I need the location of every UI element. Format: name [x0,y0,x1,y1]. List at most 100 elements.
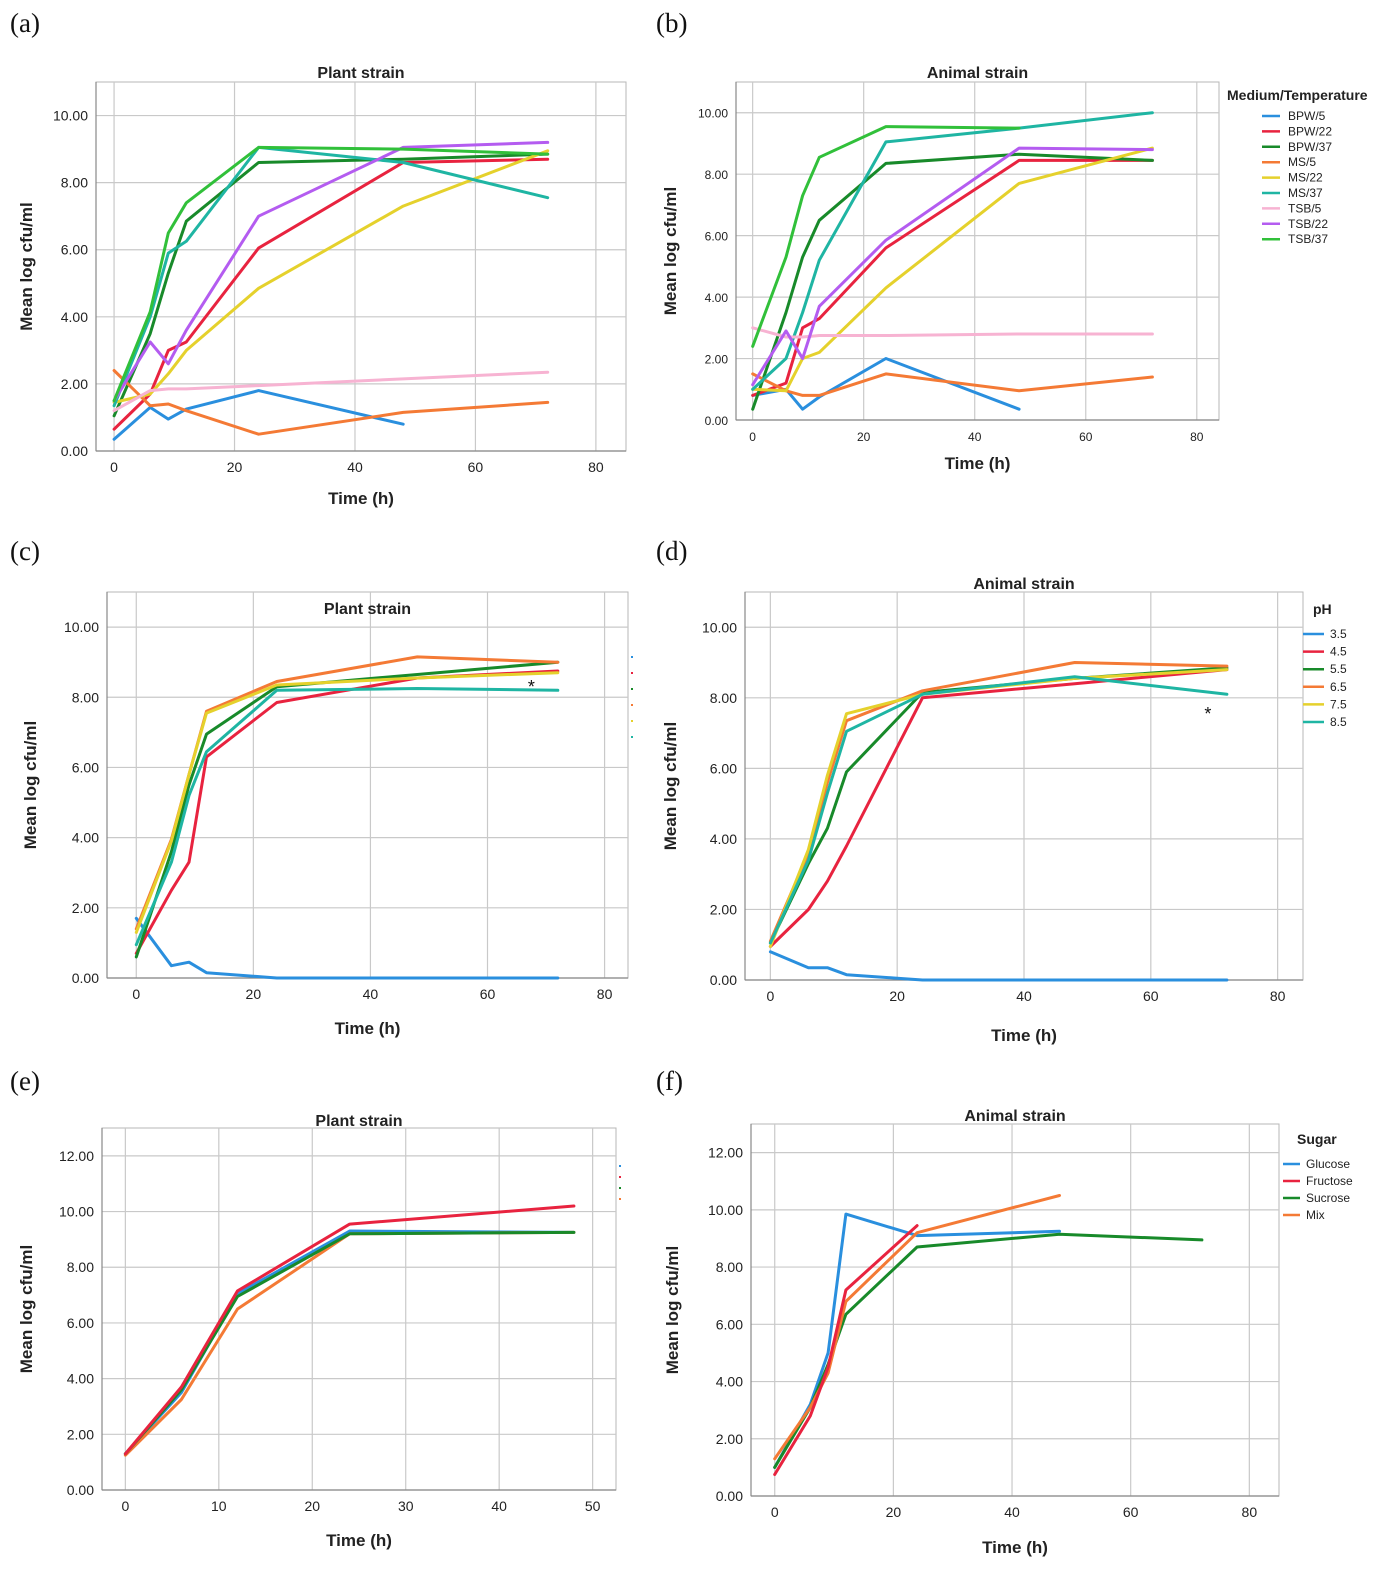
x-tick-label: 60 [480,986,496,1002]
legend-swatch-clipped [631,656,633,658]
y-tick-label: 8.00 [716,1259,743,1275]
x-tick-label: 40 [968,430,982,444]
x-tick-label: 40 [363,986,379,1002]
y-axis-label: Mean log cfu/ml [661,722,680,850]
panel-label-a: (a) [10,8,40,38]
legend-entry: MS/5 [1288,155,1316,169]
y-tick-label: 6.00 [61,242,88,258]
legend-entry: MS/22 [1288,171,1323,185]
y-tick-label: 2.00 [710,901,737,917]
y-tick-label: 6.00 [705,230,729,244]
y-axis-label: Mean log cfu/ml [17,202,36,330]
legend-swatch-clipped [619,1187,621,1189]
x-tick-label: 80 [597,986,613,1002]
legend-entry: 3.5 [1330,627,1347,641]
y-axis-label: Mean log cfu/ml [663,1246,682,1374]
series-line-ms-22 [751,146,1154,393]
legend-swatch-clipped [619,1198,621,1200]
y-tick-label: 10.00 [708,1202,743,1218]
legend-swatch-clipped [619,1176,621,1178]
series-line-7-5 [134,671,560,934]
series-line-tsb-22 [112,140,550,403]
y-tick-label: 12.00 [59,1148,94,1164]
legend-entry: BPW/22 [1288,124,1332,138]
y-tick-label: 8.00 [710,690,737,706]
panel-label-e: (e) [10,1066,40,1096]
y-axis-label: Mean log cfu/ml [17,1245,36,1373]
series-line-tsb-5 [751,326,1154,339]
x-tick-label: 0 [121,1498,129,1514]
chart-a: 0 20 40 60 80 0.00 2.00 4.00 6.00 8.00 10.00 Plant … [17,65,627,508]
legend-swatch-clipped [631,672,633,674]
y-tick-label: 2.00 [705,353,729,367]
legend-entry: 8.5 [1330,715,1347,729]
panel-label-b: (b) [656,8,688,38]
panel-label-f: (f) [656,1066,683,1096]
y-tick-label: 8.00 [72,689,99,705]
chart-e: 0 10 20 30 40 50 0.00 2.00 4.00 6.00 8.00 10.00 12.0… [17,1113,621,1550]
series-line-tsb-5 [112,370,550,413]
x-tick-label: 80 [1190,430,1204,444]
series-line-3-5 [134,916,560,980]
series-line-tsb-37 [751,125,1021,348]
y-tick-label: 0.00 [67,1482,94,1498]
series-line-fructose [123,1204,576,1456]
y-tick-label: 8.00 [61,175,88,191]
legend: Sugar Glucose Fructose Sucrose Mix [1283,1131,1353,1222]
y-tick-label: 0.00 [710,972,737,988]
series-line-tsb-22 [751,146,1154,387]
y-tick-label: 4.00 [67,1371,94,1387]
y-tick-label: 10.00 [64,619,99,635]
x-axis-label: Time (h) [335,1019,401,1038]
series-line-tsb-37 [112,145,550,403]
legend-entry: Glucose [1306,1157,1350,1171]
x-tick-label: 20 [889,988,905,1004]
y-tick-label: 12.00 [708,1145,743,1161]
y-tick-label: 2.00 [72,900,99,916]
series-line-bpw-22 [751,158,1154,397]
legend-entry: 7.5 [1330,697,1347,711]
series-line-mix [773,1194,1061,1461]
y-tick-label: 2.00 [716,1431,743,1447]
y-tick-label: 6.00 [67,1315,94,1331]
y-tick-label: 8.00 [705,168,729,182]
chart-c: 0 20 40 60 80 0.00 2.00 4.00 6.00 8.00 10.00 Plant … [21,591,633,1038]
legend-entry: Sucrose [1306,1191,1350,1205]
legend-entry: MS/37 [1288,186,1323,200]
x-axis-label: Time (h) [982,1538,1048,1557]
x-tick-label: 80 [1270,988,1286,1004]
y-tick-label: 4.00 [710,831,737,847]
series-line-ms-5 [112,369,550,436]
chart-title: Animal strain [927,65,1028,82]
x-tick-label: 40 [1016,988,1032,1004]
legend-swatch-clipped [619,1165,621,1167]
x-tick-label: 40 [491,1498,507,1514]
x-tick-label: 0 [110,459,118,475]
legend: pH 3.5 4.5 5.5 6.5 7.5 8.5 [1303,601,1347,729]
x-tick-label: 50 [585,1498,601,1514]
series-line-bpw-37 [751,152,1154,411]
y-tick-label: 8.00 [67,1259,94,1275]
series-line-8-5 [768,675,1229,945]
legend-entry: 5.5 [1330,662,1347,676]
series-line-ms-22 [112,149,550,404]
x-axis-label: Time (h) [991,1026,1057,1045]
y-tick-label: 2.00 [67,1426,94,1442]
legend-swatch-clipped [631,704,633,706]
series-line-bpw-37 [112,152,550,418]
legend-entry: 4.5 [1330,645,1347,659]
x-tick-label: 20 [886,1504,902,1520]
chart-d: 0 20 40 60 80 0.00 2.00 4.00 6.00 8.00 10.00 Animal… [661,576,1347,1045]
y-tick-label: 2.00 [61,376,88,392]
x-tick-label: 60 [1123,1504,1139,1520]
legend-entry: Mix [1306,1208,1325,1222]
x-tick-label: 60 [468,459,484,475]
series-line-ms-37 [112,145,550,408]
x-tick-label: 0 [771,1504,779,1520]
y-tick-label: 6.00 [710,760,737,776]
legend-entry: BPW/37 [1288,140,1332,154]
plot-area [95,81,627,452]
legend-entry: 6.5 [1330,680,1347,694]
y-tick-label: 10.00 [702,619,737,635]
series-line-5-5 [134,660,560,959]
